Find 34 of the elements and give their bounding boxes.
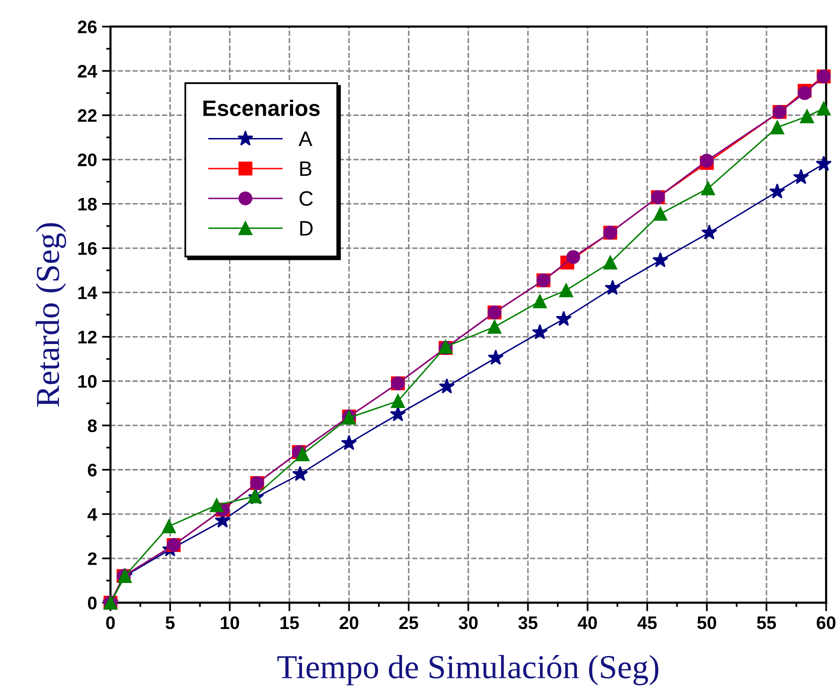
y-tick-label: 14 [78,286,98,300]
x-tick-label: 10 [220,616,240,630]
y-tick-label: 20 [78,153,97,166]
legend-label: D [300,221,313,236]
y-tick-label: 4 [88,508,98,521]
x-tick-label: 50 [697,616,716,630]
y-tick-label: 2 [88,552,97,565]
y-tick-label: 16 [78,242,97,255]
y-tick-label: 24 [78,64,98,78]
x-tick-label: 60 [816,616,836,630]
x-tick-label: 55 [757,616,776,630]
y-axis-title: Retardo (Seg) [36,223,66,407]
x-tick-label: 25 [399,616,418,630]
x-axis-title: Tiempo de Simulación (Seg) [277,654,658,686]
x-tick-label: 45 [637,616,657,630]
x-tick-label: 30 [458,616,478,630]
x-tick-label: 5 [166,616,175,630]
x-tick-label: 35 [518,616,538,630]
y-tick-label: 26 [78,20,97,34]
y-tick-label: 8 [88,419,97,432]
x-tick-label: 40 [578,616,597,630]
x-tick-label: 20 [340,616,358,630]
legend-title: Escenarios [203,100,320,116]
y-tick-label: 18 [78,198,97,211]
x-tick-label: 0 [106,616,115,630]
y-tick-label: 0 [88,596,97,610]
y-tick-label: 22 [78,109,97,122]
y-tick-label: 6 [88,464,97,476]
legend-label: C [300,191,313,206]
legend-label: A [298,132,312,146]
y-tick-label: 10 [78,375,97,388]
x-tick-label: 15 [280,616,299,630]
y-tick-label: 12 [78,330,97,344]
legend-label: B [300,162,312,176]
